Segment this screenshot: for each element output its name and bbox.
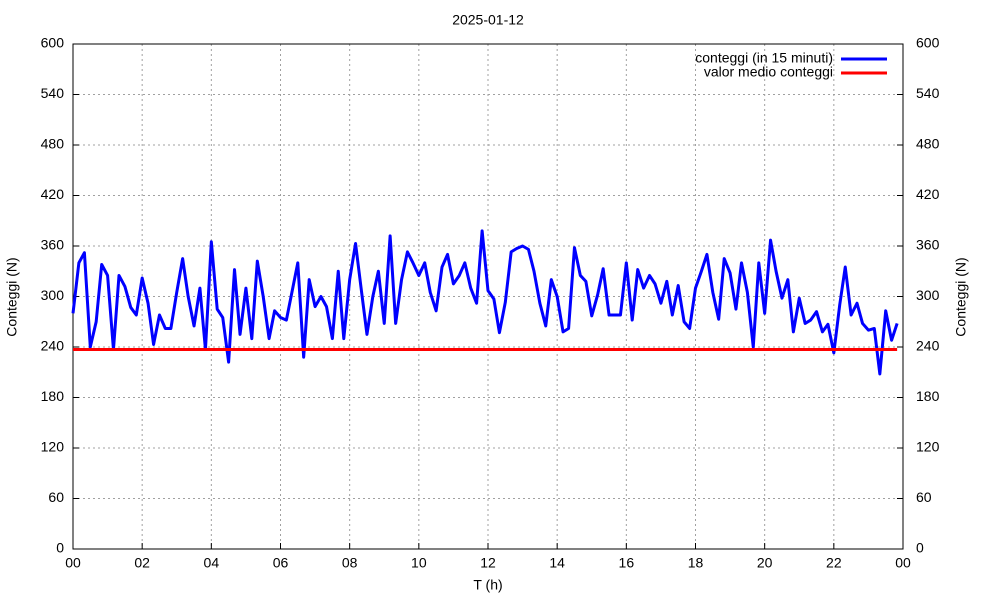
x-tick-label: 20 — [757, 555, 773, 571]
y2-tick-label: 120 — [916, 439, 940, 455]
x-tick-label: 00 — [895, 555, 911, 571]
y2-tick-label: 60 — [916, 489, 932, 505]
chart-title: 2025-01-12 — [452, 12, 524, 28]
x-tick-label: 18 — [688, 555, 704, 571]
y2-tick-label: 240 — [916, 338, 940, 354]
x-tick-label: 16 — [619, 555, 635, 571]
y-tick-label: 180 — [41, 388, 65, 404]
x-tick-label: 10 — [411, 555, 427, 571]
legend-label: conteggi (in 15 minuti) — [695, 50, 833, 66]
y2-axis-label: Conteggi (N) — [953, 257, 969, 336]
x-tick-label: 00 — [65, 555, 81, 571]
y2-tick-label: 180 — [916, 388, 940, 404]
x-tick-label: 08 — [342, 555, 358, 571]
y-tick-label: 240 — [41, 338, 65, 354]
x-axis-label: T (h) — [473, 577, 502, 593]
x-tick-label: 14 — [549, 555, 565, 571]
y2-tick-label: 600 — [916, 35, 940, 51]
y-tick-label: 60 — [48, 489, 64, 505]
y-tick-label: 360 — [41, 237, 65, 253]
y2-tick-label: 420 — [916, 186, 940, 202]
y-tick-label: 540 — [41, 85, 65, 101]
x-tick-label: 06 — [273, 555, 289, 571]
y-tick-label: 480 — [41, 136, 65, 152]
data-line — [71, 229, 899, 376]
y-tick-label: 0 — [56, 540, 64, 556]
x-tick-label: 22 — [826, 555, 842, 571]
y-tick-label: 600 — [41, 35, 65, 51]
y2-tick-label: 360 — [916, 237, 940, 253]
y2-tick-label: 300 — [916, 287, 940, 303]
y2-tick-label: 480 — [916, 136, 940, 152]
plot-border — [72, 43, 904, 550]
legend-label: valor medio conteggi — [704, 64, 833, 80]
y-tick-label: 120 — [41, 439, 65, 455]
x-tick-label: 04 — [204, 555, 220, 571]
y-tick-label: 420 — [41, 186, 65, 202]
y2-tick-label: 0 — [916, 540, 924, 556]
x-tick-label: 02 — [134, 555, 150, 571]
x-tick-label: 12 — [480, 555, 496, 571]
y-tick-label: 300 — [41, 287, 65, 303]
y-axis-label: Conteggi (N) — [4, 257, 20, 336]
y2-tick-label: 540 — [916, 85, 940, 101]
